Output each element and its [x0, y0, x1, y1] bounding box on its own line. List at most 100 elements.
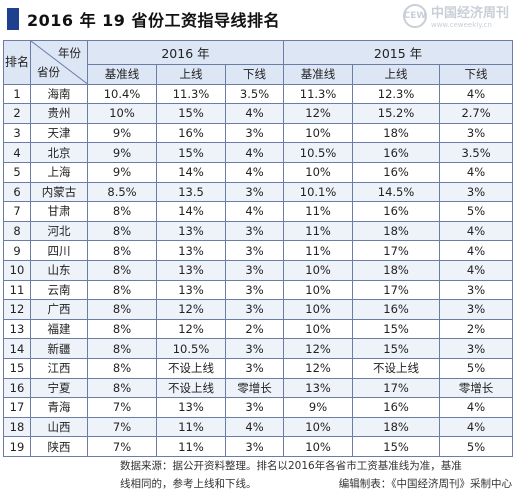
province-cell: 海南 [30, 83, 88, 105]
upper-2015-cell: 18% [352, 416, 441, 438]
base-2016-cell: 8.5% [87, 181, 157, 203]
base-2016-cell: 8% [87, 377, 157, 399]
upper-2015-cell: 16% [352, 397, 441, 418]
base-2016-cell: 10.4% [87, 83, 157, 105]
lower-2015-cell: 4% [439, 397, 514, 418]
base-2015-cell: 10% [283, 161, 354, 183]
table-row: 9 四川 8% 13% 3% 11% 17% 4% [3, 240, 514, 261]
province-cell: 陕西 [30, 436, 88, 457]
base-2015-cell: 11% [283, 201, 354, 222]
title-bar: 2016 年 19 省份工资指导线排名 [3, 4, 512, 34]
province-cell: 青海 [30, 397, 88, 418]
base-2016-cell: 8% [87, 357, 157, 379]
lower-2016-cell: 3% [224, 397, 285, 418]
col-2015-lower: 下线 [439, 64, 514, 85]
province-cell: 内蒙古 [30, 181, 88, 203]
base-2016-cell: 8% [87, 220, 157, 242]
province-cell: 江西 [30, 357, 88, 379]
rank-cell: 1 [3, 83, 31, 105]
table-row: 7 甘肃 8% 14% 4% 11% 16% 5% [3, 201, 514, 222]
upper-2016-cell: 16% [156, 122, 226, 144]
base-2016-cell: 8% [87, 259, 157, 281]
base-2016-cell: 7% [87, 397, 157, 418]
rank-cell: 12 [3, 299, 31, 320]
province-cell: 云南 [30, 279, 88, 301]
rank-header: 排名 [3, 40, 31, 85]
lower-2015-cell: 5% [439, 436, 514, 457]
rank-cell: 2 [3, 103, 31, 124]
upper-2015-cell: 18% [352, 220, 441, 242]
upper-2015-cell: 18% [352, 122, 441, 144]
table-row: 8 河北 8% 13% 3% 11% 18% 4% [3, 220, 514, 242]
upper-2015-cell: 18% [352, 259, 441, 281]
province-cell: 广西 [30, 299, 88, 320]
upper-2015-cell: 15% [352, 436, 441, 457]
upper-2015-cell: 15% [352, 338, 441, 359]
base-2016-cell: 8% [87, 279, 157, 301]
base-2016-cell: 9% [87, 142, 157, 163]
lower-2015-cell: 3% [439, 181, 514, 203]
upper-2016-cell: 不设上线 [156, 377, 226, 399]
rank-cell: 4 [3, 142, 31, 163]
table-row: 11 云南 8% 13% 3% 10% 17% 3% [3, 279, 514, 301]
base-2015-cell: 10% [283, 299, 354, 320]
province-cell: 河北 [30, 220, 88, 242]
base-2015-cell: 10.5% [283, 142, 354, 163]
base-2016-cell: 8% [87, 299, 157, 320]
table-row: 3 天津 9% 16% 3% 10% 18% 3% [3, 122, 514, 144]
table-row: 2 贵州 10% 15% 4% 12% 15.2% 2.7% [3, 103, 514, 124]
col-2015-upper: 上线 [352, 64, 441, 85]
table-row: 5 上海 9% 14% 4% 10% 16% 4% [3, 161, 514, 183]
upper-2016-cell: 14% [156, 161, 226, 183]
base-2016-cell: 8% [87, 318, 157, 340]
upper-2015-cell: 12.3% [352, 83, 441, 105]
lower-2015-cell: 3% [439, 338, 514, 359]
rank-cell: 11 [3, 279, 31, 301]
province-cell: 新疆 [30, 338, 88, 359]
lower-2015-cell: 3% [439, 122, 514, 144]
province-cell: 山东 [30, 259, 88, 281]
province-cell: 山西 [30, 416, 88, 438]
base-2015-cell: 10% [283, 259, 354, 281]
lower-2016-cell: 3% [224, 357, 285, 379]
rank-cell: 14 [3, 338, 31, 359]
base-2015-cell: 13% [283, 377, 354, 399]
rank-cell: 8 [3, 220, 31, 242]
lower-2015-cell: 5% [439, 357, 514, 379]
lower-2015-cell: 4% [439, 83, 514, 105]
upper-2015-cell: 15.2% [352, 103, 441, 124]
lower-2016-cell: 3% [224, 240, 285, 261]
province-cell: 甘肃 [30, 201, 88, 222]
upper-2016-cell: 11% [156, 436, 226, 457]
upper-2016-cell: 11.3% [156, 83, 226, 105]
rank-cell: 19 [3, 436, 31, 457]
lower-2016-cell: 3.5% [224, 83, 285, 105]
base-2015-cell: 10% [283, 416, 354, 438]
upper-2016-cell: 12% [156, 318, 226, 340]
province-label: 省份 [37, 64, 60, 79]
province-cell: 上海 [30, 161, 88, 183]
page-title: 2016 年 19 省份工资指导线排名 [27, 11, 281, 30]
lower-2015-cell: 3% [439, 279, 514, 301]
province-cell: 四川 [30, 240, 88, 261]
publication-logo: CEW 中国经济周刊 www.ceweekly.cn [402, 2, 509, 29]
table-row: 4 北京 9% 15% 4% 10.5% 16% 3.5% [3, 142, 514, 163]
lower-2016-cell: 3% [224, 299, 285, 320]
logo-name: 中国经济周刊 [430, 6, 509, 21]
upper-2016-cell: 12% [156, 299, 226, 320]
upper-2016-cell: 10.5% [156, 338, 226, 359]
diagonal-line [31, 41, 87, 84]
footer-source-cont: 线相同的，参考上线和下线。 [120, 478, 257, 490]
table-row: 6 内蒙古 8.5% 13.5 3% 10.1% 14.5% 3% [3, 181, 514, 203]
rank-cell: 18 [3, 416, 31, 438]
lower-2016-cell: 3% [224, 259, 285, 281]
col-2015-base: 基准线 [283, 64, 354, 85]
rank-cell: 7 [3, 201, 31, 222]
upper-2015-cell: 16% [352, 161, 441, 183]
upper-2016-cell: 13% [156, 279, 226, 301]
province-cell: 宁夏 [30, 377, 88, 399]
upper-2015-cell: 16% [352, 142, 441, 163]
upper-2016-cell: 13% [156, 397, 226, 418]
logo-mark: CEW [402, 3, 427, 28]
lower-2016-cell: 3% [224, 122, 285, 144]
